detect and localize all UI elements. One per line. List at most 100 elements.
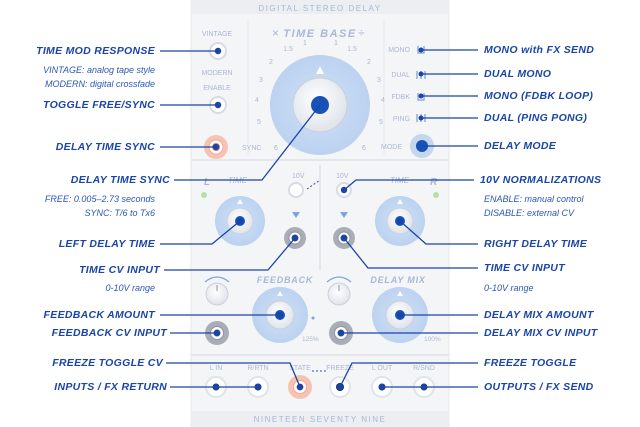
center-dot-icon	[311, 316, 315, 320]
time-base-label: TIME BASE	[283, 28, 356, 40]
callout-delay-mode: DELAY MODE	[484, 140, 557, 152]
feedback-label: FEEDBACK	[257, 275, 314, 285]
jack-r-snd-label: R/SND	[413, 365, 435, 372]
callout-norm-enable: ENABLE: manual control	[484, 194, 584, 204]
norm-10v-right-label: 10V	[336, 173, 349, 180]
leader-freeze-toggle	[339, 362, 478, 388]
scale-right-5: 4	[381, 97, 385, 104]
callout-left-delay-time: LEFT DELAY TIME	[58, 238, 155, 250]
norm-10v-left-switch[interactable]	[288, 182, 304, 198]
time-base-multiply-icon: ×	[272, 26, 279, 40]
dot-left-time-cv	[291, 234, 299, 242]
leader-left-delay-time	[160, 220, 241, 245]
norm-dash-line	[306, 179, 321, 190]
mix-attenuverter-knob[interactable]	[327, 282, 351, 306]
dot-r-rtn	[254, 383, 262, 391]
norm-10v-left-label: 10V	[292, 173, 305, 180]
dot-freeze-cv	[296, 383, 304, 391]
jack-l-out-label: L OUT	[372, 365, 393, 372]
leader-right-delay-time	[399, 220, 478, 245]
callout-delay-mix-amount: DELAY MIX AMOUNT	[484, 309, 594, 321]
dot-delay-mix-cv	[337, 329, 345, 337]
leader-10v-norm	[343, 179, 474, 191]
callout-outputs-fx-send: OUTPUTS / FX SEND	[484, 381, 594, 393]
scale-left-3: 4	[255, 97, 259, 104]
callout-time-cv-range-left: 0-10V range	[105, 283, 155, 293]
callout-delay-time-sync-2: DELAY TIME SYNC	[70, 174, 170, 186]
callout-freeze-toggle-cv: FREEZE TOGGLE CV	[52, 357, 163, 369]
callout-freeze-toggle: FREEZE TOGGLE	[484, 357, 577, 369]
callout-time-cv-range-right: 0-10V range	[484, 283, 534, 293]
scale-left-1: 6	[274, 145, 278, 152]
callout-time-mod-modern: MODERN: digital crossfade	[44, 79, 155, 89]
right-cv-arrow-icon	[340, 212, 348, 218]
panel-bottom-bar	[191, 411, 449, 427]
mode-dual-label: DUAL	[391, 72, 410, 79]
callout-inputs-fx-return: INPUTS / FX RETURN	[54, 381, 167, 393]
dot-l-in	[212, 383, 220, 391]
panel-title: DIGITAL STEREO DELAY	[258, 4, 381, 13]
dot-delay-time-sync	[212, 143, 220, 151]
callout-delay-mix-cv-input: DELAY MIX CV INPUT	[484, 327, 598, 339]
scale-right-7: 6	[362, 145, 366, 152]
time-base-divide-icon: ÷	[358, 26, 365, 40]
panel-top-bar	[191, 0, 449, 14]
callout-time-cv-input-left: TIME CV INPUT	[79, 264, 160, 276]
feedback-attenuverter-knob[interactable]	[205, 282, 229, 306]
left-time-pointer-icon	[237, 199, 243, 204]
dot-ping	[418, 115, 424, 121]
left-cv-arrow-icon	[292, 212, 300, 218]
callout-right-delay-time: RIGHT DELAY TIME	[484, 238, 587, 250]
dot-left-delay-time	[236, 217, 244, 225]
callout-10v-normalizations: 10V NORMALIZATIONS	[480, 174, 602, 186]
dot-freeze-toggle	[336, 383, 344, 391]
callout-time-mod-response: TIME MOD RESPONSE	[36, 45, 155, 57]
mix-atten-arc-icon	[326, 276, 352, 283]
callout-dual-ping-pong: DUAL (PING PONG)	[484, 112, 588, 124]
dot-dual	[418, 71, 424, 77]
scale-left-4: 3	[259, 77, 263, 84]
mode-label: MODE	[381, 144, 402, 151]
dot-time-mod	[214, 47, 222, 55]
leader-delay-time-sync-knob	[174, 104, 321, 181]
jack-state-label: STATE	[289, 365, 311, 372]
right-led-icon	[433, 192, 439, 198]
callout-free-range: FREE: 0.005–2.73 seconds	[44, 194, 155, 204]
dot-r-snd	[420, 383, 428, 391]
mode-ping-label: PING	[393, 116, 410, 123]
jack-r-rtn-label: R/RTN	[247, 365, 268, 372]
dot-mono	[418, 47, 424, 53]
scale-right-2: 1.5	[347, 46, 357, 53]
scale-right-1: 1	[334, 40, 338, 47]
scale-left-2: 5	[257, 119, 261, 126]
mode-mono-label: MONO	[388, 47, 410, 54]
dot-free-sync	[214, 101, 222, 109]
feedback-125-label: 125%	[302, 336, 319, 343]
channel-left-label: L	[204, 177, 210, 188]
scale-left-5: 2	[269, 59, 273, 66]
modern-label: MODERN	[201, 70, 232, 77]
scale-right-4: 3	[377, 77, 381, 84]
vintage-label: VINTAGE	[202, 31, 233, 38]
callout-time-cv-input-right: TIME CV INPUT	[484, 262, 565, 274]
feedback-atten-arc-icon	[204, 276, 230, 283]
mix-100-label: 100%	[424, 336, 441, 343]
callout-norm-disable: DISABLE: external CV	[484, 208, 575, 218]
leader-right-time-cv	[343, 237, 478, 269]
feedback-pointer-icon	[277, 291, 283, 296]
scale-left-6: 1.5	[283, 46, 293, 53]
dot-delay-mix-amount	[396, 311, 404, 319]
channel-right-label: R	[430, 177, 438, 188]
right-time-pointer-icon	[397, 199, 403, 204]
left-led-icon	[201, 192, 207, 198]
delay-mix-label: DELAY MIX	[370, 275, 426, 285]
callout-delay-time-sync: DELAY TIME SYNC	[55, 141, 155, 153]
dot-10v-norm	[340, 186, 348, 194]
dot-right-time-cv	[340, 234, 348, 242]
callout-mono-fdbk-loop: MONO (FDBK LOOP)	[484, 90, 594, 102]
enable-label: ENABLE	[203, 85, 231, 92]
scale-left-7: 1	[303, 40, 307, 47]
panel-footer: NINETEEN SEVENTY NINE	[254, 415, 387, 424]
jack-freeze-label: FREEZE	[326, 365, 354, 372]
